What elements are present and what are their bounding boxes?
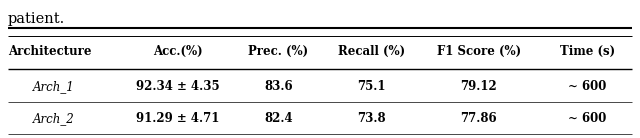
Text: patient.: patient. xyxy=(8,12,65,26)
Text: Architecture: Architecture xyxy=(8,45,91,58)
Text: Acc.(%): Acc.(%) xyxy=(153,45,203,58)
Text: F1 Score (%): F1 Score (%) xyxy=(436,45,521,58)
Text: Prec. (%): Prec. (%) xyxy=(248,45,308,58)
Text: 82.4: 82.4 xyxy=(264,112,292,125)
Text: 91.29 ± 4.71: 91.29 ± 4.71 xyxy=(136,112,220,125)
Text: 77.86: 77.86 xyxy=(460,112,497,125)
Text: 79.12: 79.12 xyxy=(460,80,497,93)
Text: 75.1: 75.1 xyxy=(357,80,385,93)
Text: 83.6: 83.6 xyxy=(264,80,292,93)
Text: ~ 600: ~ 600 xyxy=(568,112,607,125)
Text: Arch_2: Arch_2 xyxy=(33,112,75,125)
Text: Time (s): Time (s) xyxy=(560,45,615,58)
Text: Recall (%): Recall (%) xyxy=(338,45,404,58)
Text: ~ 600: ~ 600 xyxy=(568,80,607,93)
Text: 73.8: 73.8 xyxy=(357,112,385,125)
Text: Arch_1: Arch_1 xyxy=(33,80,75,93)
Text: 92.34 ± 4.35: 92.34 ± 4.35 xyxy=(136,80,220,93)
